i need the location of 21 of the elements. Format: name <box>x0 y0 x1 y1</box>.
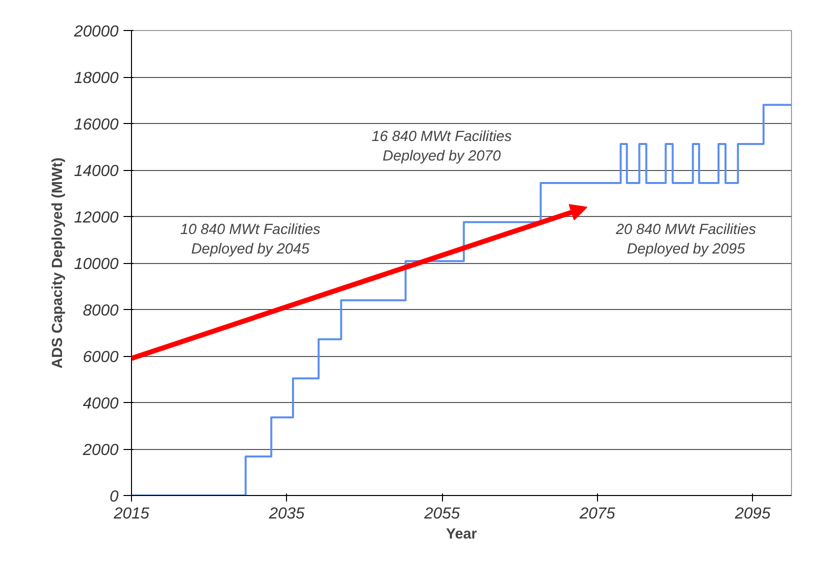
y-tick-label: 2000 <box>82 442 119 459</box>
x-tick-label: 2055 <box>423 506 460 522</box>
x-tick-label: 2075 <box>578 506 616 522</box>
x-tick-label: 2015 <box>112 506 150 522</box>
y-tick-label: 6000 <box>82 349 119 366</box>
y-tick-label: 4000 <box>82 396 119 412</box>
y-tick-label: 18000 <box>74 70 119 87</box>
y-tick-label: 12000 <box>74 210 119 226</box>
annotation: 16 840 MWt Facilities Deployed by 2070 <box>372 129 512 164</box>
y-tick-label: 0 <box>110 488 119 506</box>
annotation: 20 840 MWt Facilities Deployed by 2095 <box>614 222 757 258</box>
y-tick-label: 14000 <box>74 163 119 180</box>
x-axis-title: Year <box>446 526 478 542</box>
annotation: 10 840 MWt Facilities Deployed by 2045 <box>180 222 322 258</box>
y-tick-label: 16000 <box>74 116 119 134</box>
y-tick-label: 10000 <box>74 256 119 273</box>
y-tick-label: 20000 <box>73 24 119 40</box>
x-tick-label: 2095 <box>734 506 771 522</box>
y-tick-label: 8000 <box>82 302 119 320</box>
x-tick-label: 2035 <box>268 506 305 522</box>
y-axis-title: ADS Capacity Deployed (MWt) <box>50 157 66 368</box>
